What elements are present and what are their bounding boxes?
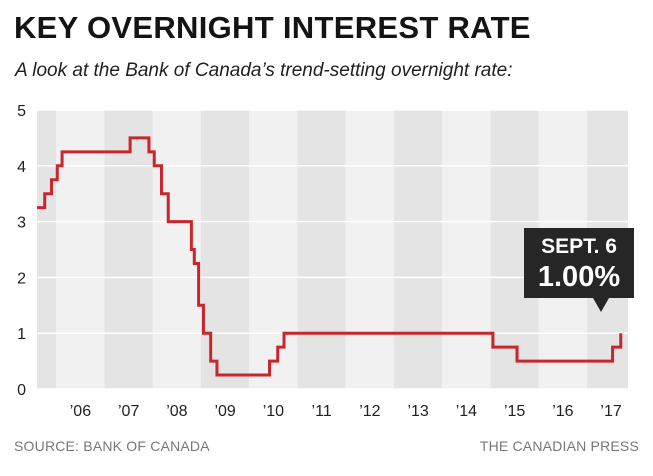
x-tick-label: ’13: [407, 403, 428, 420]
series-layer: [37, 136, 623, 377]
year-band: [442, 110, 491, 389]
x-tick-labels: ’06 ’07 ’08 ’09 ’10 ’11 ’12 ’13 ’14 ’15 ’16 ’17: [70, 403, 622, 420]
y-tick-label: 1: [17, 326, 26, 343]
x-tick-label: ’07: [118, 403, 139, 420]
x-tick-label: ’15: [504, 403, 525, 420]
callout-pointer: [593, 298, 609, 312]
year-band: [394, 110, 443, 389]
chart-subtitle: A look at the Bank of Canada’s trend-set…: [15, 60, 513, 81]
y-tick-label: 2: [17, 270, 26, 287]
x-tick-label: ’10: [263, 403, 284, 420]
year-band: [201, 110, 250, 389]
x-tick-label: ’12: [359, 403, 380, 420]
x-tick-label: ’17: [600, 403, 621, 420]
latest-rate-callout: SEPT. 6 1.00%: [524, 228, 634, 298]
credit-note: THE CANADIAN PRESS: [479, 438, 639, 454]
year-band: [297, 110, 346, 389]
rate-step-line: [37, 136, 623, 377]
callout-date: SEPT. 6: [541, 235, 617, 258]
chart-title: KEY OVERNIGHT INTEREST RATE: [14, 10, 531, 45]
year-band: [345, 110, 395, 389]
source-note: SOURCE: BANK OF CANADA: [14, 438, 210, 454]
x-tick-label: ’16: [552, 403, 573, 420]
y-tick-labels: 0 1 2 3 4 5: [17, 103, 26, 399]
x-tick-label: ’11: [312, 403, 332, 420]
x-tick-label: ’09: [214, 403, 235, 420]
year-band: [37, 110, 57, 389]
y-tick-label: 4: [17, 159, 26, 176]
year-band: [104, 110, 153, 389]
y-tick-label: 3: [17, 215, 26, 232]
y-tick-label: 5: [17, 103, 26, 120]
x-tick-label: ’14: [456, 403, 477, 420]
year-band: [249, 110, 298, 389]
y-tick-label: 0: [17, 382, 26, 399]
x-tick-label: ’06: [70, 403, 91, 420]
year-band: [56, 110, 105, 389]
callout-value: 1.00%: [537, 261, 621, 293]
x-tick-label: ’08: [166, 403, 187, 420]
